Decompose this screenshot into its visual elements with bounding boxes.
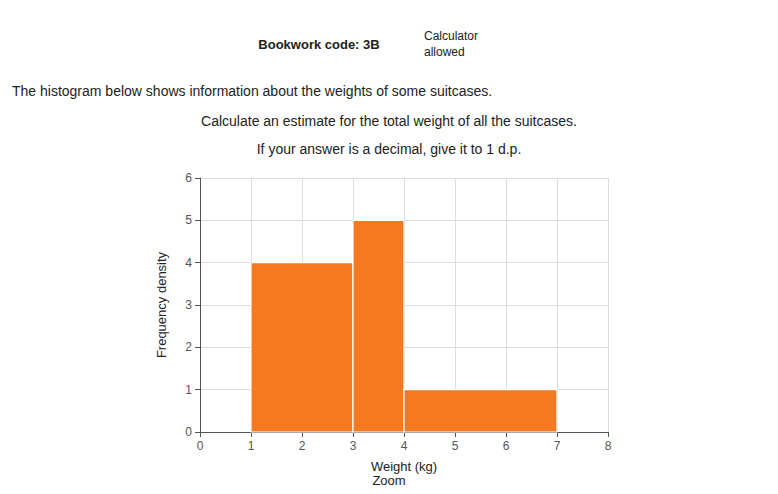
svg-text:3: 3 [350, 439, 357, 453]
svg-text:6: 6 [185, 171, 192, 185]
svg-text:0: 0 [197, 439, 204, 453]
svg-text:The histogram below shows info: The histogram below shows information ab… [12, 83, 492, 99]
svg-text:Frequency density: Frequency density [154, 251, 169, 358]
svg-text:3: 3 [185, 298, 192, 312]
svg-text:Weight (kg): Weight (kg) [371, 459, 437, 474]
svg-text:1: 1 [248, 439, 255, 453]
svg-text:If your answer is a decimal, g: If your answer is a decimal, give it to … [257, 141, 522, 157]
svg-text:7: 7 [554, 439, 561, 453]
svg-text:Zoom: Zoom [372, 473, 405, 488]
svg-text:2: 2 [185, 340, 192, 354]
svg-text:2: 2 [299, 439, 306, 453]
svg-text:Calculate an estimate for the: Calculate an estimate for the total weig… [201, 113, 577, 129]
svg-text:4: 4 [185, 256, 192, 270]
svg-text:4: 4 [401, 439, 408, 453]
svg-text:allowed: allowed [424, 45, 465, 59]
svg-text:Bookwork code: 3B: Bookwork code: 3B [258, 37, 379, 52]
svg-text:6: 6 [503, 439, 510, 453]
svg-text:Calculator: Calculator [424, 29, 478, 43]
svg-text:5: 5 [452, 439, 459, 453]
svg-text:1: 1 [185, 383, 192, 397]
svg-text:5: 5 [185, 213, 192, 227]
svg-text:0: 0 [185, 425, 192, 439]
svg-text:8: 8 [605, 439, 612, 453]
